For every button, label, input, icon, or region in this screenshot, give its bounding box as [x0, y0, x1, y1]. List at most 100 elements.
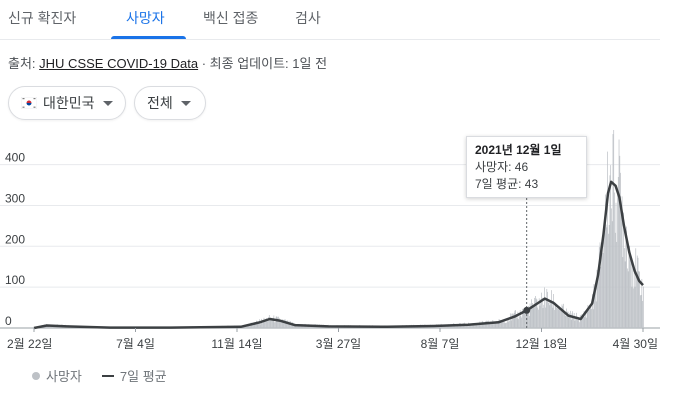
deaths-bar: [521, 317, 523, 328]
deaths-bar: [294, 325, 295, 328]
deaths-bar: [547, 291, 548, 328]
deaths-bar: [582, 315, 583, 328]
legend-line-swatch: [101, 374, 114, 377]
tab-new-cases[interactable]: 신규 확진자: [8, 10, 77, 26]
deaths-bar: [266, 321, 268, 328]
deaths-bar: [482, 321, 484, 328]
deaths-bar: [446, 326, 448, 328]
deaths-bar: [438, 326, 440, 328]
deaths-bar: [513, 312, 515, 328]
deaths-bar: [285, 322, 287, 328]
deaths-bar: [512, 314, 514, 328]
deaths-bar: [500, 319, 501, 328]
period-label: 전체: [147, 95, 173, 111]
tab-deaths[interactable]: 사망자: [126, 10, 165, 26]
deaths-bar: [614, 232, 616, 328]
deaths-bar: [555, 305, 557, 328]
deaths-bar: [246, 325, 247, 328]
deaths-bar: [577, 317, 579, 328]
deaths-bar: [284, 319, 286, 328]
deaths-bar: [559, 306, 561, 328]
deaths-bar: [289, 323, 291, 328]
region-dropdown[interactable]: 대한민국: [8, 86, 126, 120]
deaths-bar: [608, 225, 610, 328]
deaths-bar: [283, 320, 285, 328]
tab-testing[interactable]: 검사: [295, 10, 321, 26]
deaths-bar: [571, 313, 573, 328]
deaths-bar: [470, 323, 472, 328]
deaths-bar: [515, 310, 516, 328]
deaths-bar: [570, 319, 572, 328]
x-tick-label: 7월 4일: [116, 337, 155, 351]
deaths-bar: [267, 320, 269, 328]
deaths-bar: [585, 310, 586, 328]
deaths-bar: [578, 317, 580, 328]
deaths-bar: [599, 242, 601, 328]
deaths-bar: [491, 322, 493, 328]
deaths-bar: [512, 313, 513, 328]
deaths-bar: [263, 317, 265, 328]
deaths-bar: [255, 322, 256, 328]
source-link[interactable]: JHU CSSE COVID-19 Data: [39, 56, 199, 71]
deaths-bar: [593, 284, 595, 328]
deaths-bar: [616, 241, 618, 328]
deaths-bar: [574, 320, 576, 328]
deaths-bar: [579, 322, 580, 328]
legend-bar-swatch: [32, 371, 40, 380]
deaths-bar: [626, 226, 627, 328]
deaths-bar: [269, 318, 271, 328]
deaths-bar: [282, 319, 284, 328]
deaths-bar: [264, 320, 266, 328]
deaths-bar: [580, 315, 582, 328]
deaths-bar: [511, 313, 513, 328]
deaths-bar: [543, 304, 545, 328]
tab-vaccination[interactable]: 백신 접종: [203, 10, 259, 26]
deaths-bar: [611, 208, 612, 328]
deaths-bar: [567, 311, 569, 328]
deaths-bar: [598, 265, 599, 328]
deaths-bar: [592, 294, 593, 328]
deaths-bar: [622, 257, 624, 328]
deaths-bar: [562, 306, 564, 328]
chart-legend: 사망자 7일 평균: [32, 366, 167, 385]
deaths-bar: [582, 316, 584, 328]
deaths-bar: [249, 324, 251, 328]
deaths-bar: [268, 314, 270, 328]
deaths-bar: [625, 231, 627, 328]
deaths-bar: [557, 308, 558, 328]
deaths-bar: [530, 308, 532, 328]
deaths-bar: [601, 249, 602, 328]
deaths-bar: [638, 271, 640, 328]
deaths-bar: [541, 297, 543, 328]
deaths-bar: [52, 326, 53, 328]
deaths-bar: [478, 324, 479, 328]
deaths-bar: [272, 317, 274, 328]
deaths-bar: [561, 304, 563, 328]
deaths-bar: [497, 321, 498, 328]
deaths-bar: [508, 319, 510, 328]
deaths-bar: [510, 320, 512, 328]
deaths-bar: [558, 305, 560, 328]
deaths-bar: [643, 286, 644, 328]
deaths-bar: [260, 322, 262, 328]
deaths-bar: [532, 302, 533, 328]
deaths-bar: [524, 309, 526, 328]
deaths-bar: [509, 313, 511, 328]
deaths-bar: [642, 300, 643, 328]
deaths-chart[interactable]: 0 100 200 300 400 2월 22일 7월 4일 11월 14일 3월 27일 8월…: [0, 130, 660, 355]
period-dropdown[interactable]: 전체: [134, 86, 206, 120]
deaths-bar: [606, 227, 608, 328]
deaths-bar: [539, 305, 541, 328]
deaths-bar: [455, 326, 456, 328]
deaths-bar: [495, 323, 497, 328]
deaths-bar: [268, 317, 269, 328]
tooltip-date: 2021년 12월 1일: [475, 143, 562, 157]
deaths-bar: [631, 286, 633, 328]
deaths-bar: [534, 297, 535, 328]
deaths-bar: [525, 313, 526, 328]
deaths-bar: [278, 317, 280, 328]
deaths-bar: [509, 320, 510, 328]
deaths-bar: [633, 271, 635, 328]
deaths-bar: [597, 272, 599, 328]
deaths-bar: [478, 323, 480, 328]
